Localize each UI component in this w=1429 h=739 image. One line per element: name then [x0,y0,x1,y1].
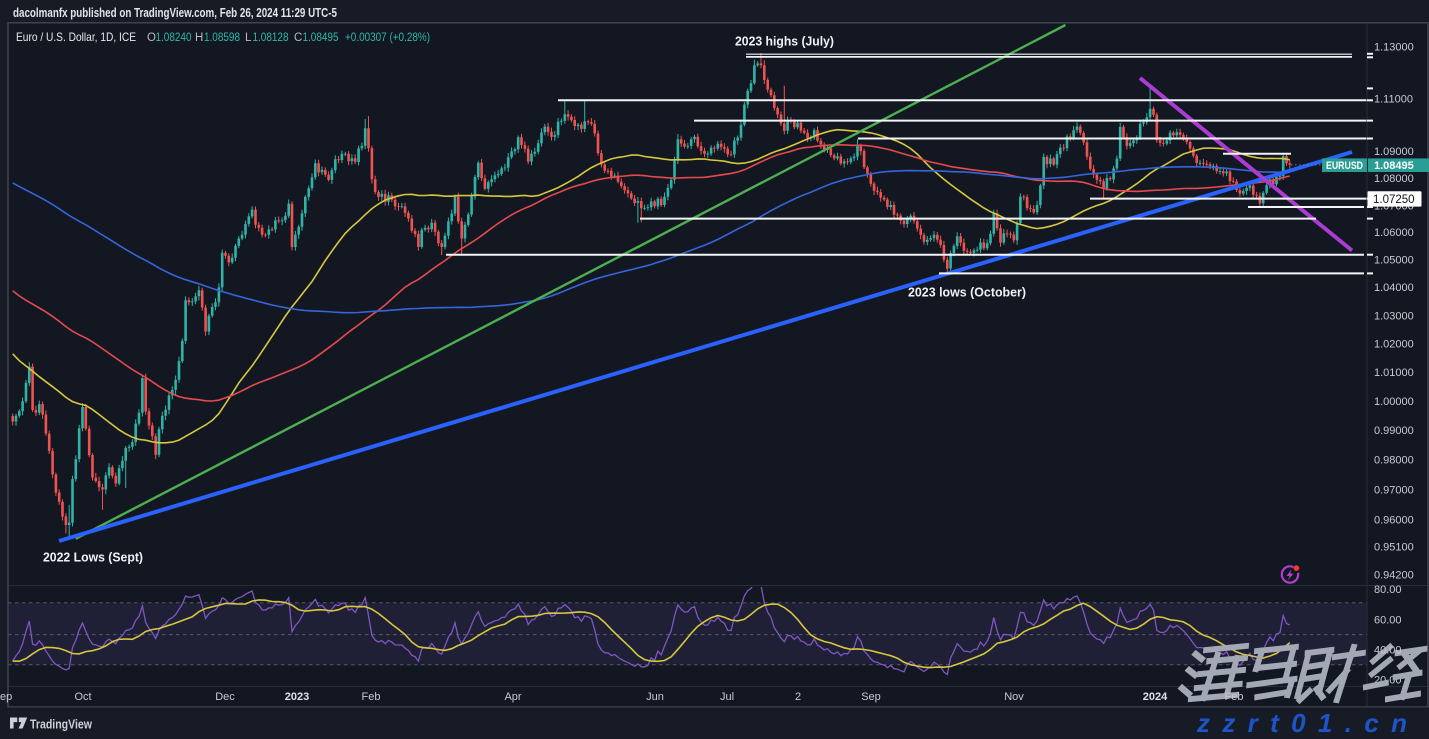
svg-text:Nov: Nov [1004,691,1024,703]
svg-text:zzrt01.cn: zzrt01.cn [1196,708,1407,738]
svg-text:TradingView: TradingView [30,718,92,732]
svg-text:2022 Lows (Sept): 2022 Lows (Sept) [43,551,143,565]
svg-text:1.08495: 1.08495 [1374,160,1414,172]
svg-text:Dec: Dec [215,691,235,703]
svg-text:1.11000: 1.11000 [1374,93,1413,105]
svg-text:1.04000: 1.04000 [1374,282,1414,294]
svg-text:40.00: 40.00 [1374,645,1402,657]
svg-text:Jun: Jun [646,691,664,703]
svg-text:1.09000: 1.09000 [1374,146,1414,158]
svg-text:60.00: 60.00 [1374,614,1402,626]
svg-text:+0.00307 (+0.28%): +0.00307 (+0.28%) [345,32,430,44]
svg-text:0.94200: 0.94200 [1374,569,1414,581]
svg-text:1.13000: 1.13000 [1374,42,1414,54]
svg-text:1.02000: 1.02000 [1374,339,1414,351]
svg-text:dacolmanfx published on Tradin: dacolmanfx published on TradingView.com,… [13,6,337,20]
svg-text:1.05000: 1.05000 [1374,255,1414,267]
svg-text:0.95100: 0.95100 [1374,542,1414,554]
svg-text:80.00: 80.00 [1374,584,1402,596]
svg-text:Oct: Oct [74,691,91,703]
svg-text:Euro / U.S. Dollar, 1D, ICE: Euro / U.S. Dollar, 1D, ICE [16,30,136,44]
svg-text:2023: 2023 [285,691,309,703]
svg-text:ep: ep [0,691,12,703]
svg-text:0.99000: 0.99000 [1374,425,1414,437]
svg-text:Jul: Jul [720,691,734,703]
svg-text:H: H [195,32,203,44]
svg-text:C: C [294,32,302,44]
svg-text:2: 2 [795,691,801,703]
svg-text:2024: 2024 [1143,691,1168,703]
svg-text:Feb: Feb [1225,691,1244,703]
svg-text:1.08598: 1.08598 [204,32,240,44]
svg-text:0.98000: 0.98000 [1374,455,1414,467]
svg-text:2023 lows (October): 2023 lows (October) [908,286,1026,300]
svg-text:0.97000: 0.97000 [1374,484,1414,496]
svg-text:1.07250: 1.07250 [1373,194,1415,206]
svg-text:Feb: Feb [362,691,381,703]
svg-text:0.96000: 0.96000 [1374,514,1414,526]
svg-text:1.08000: 1.08000 [1374,173,1414,185]
svg-text:1.08128: 1.08128 [253,32,289,44]
svg-text:1.08495: 1.08495 [303,32,339,44]
svg-text:1.03000: 1.03000 [1374,310,1414,322]
svg-text:EURUSD: EURUSD [1326,160,1363,172]
svg-text:L: L [245,32,252,44]
svg-text:1.08240: 1.08240 [156,32,192,44]
svg-text:Apr: Apr [504,691,521,703]
svg-text:1.01000: 1.01000 [1374,367,1414,379]
svg-text:Sep: Sep [861,691,881,703]
svg-text:1.00000: 1.00000 [1374,396,1414,408]
svg-text:2023 highs (July): 2023 highs (July) [735,35,834,49]
svg-text:O: O [147,32,156,44]
svg-text:1.06000: 1.06000 [1374,227,1414,239]
